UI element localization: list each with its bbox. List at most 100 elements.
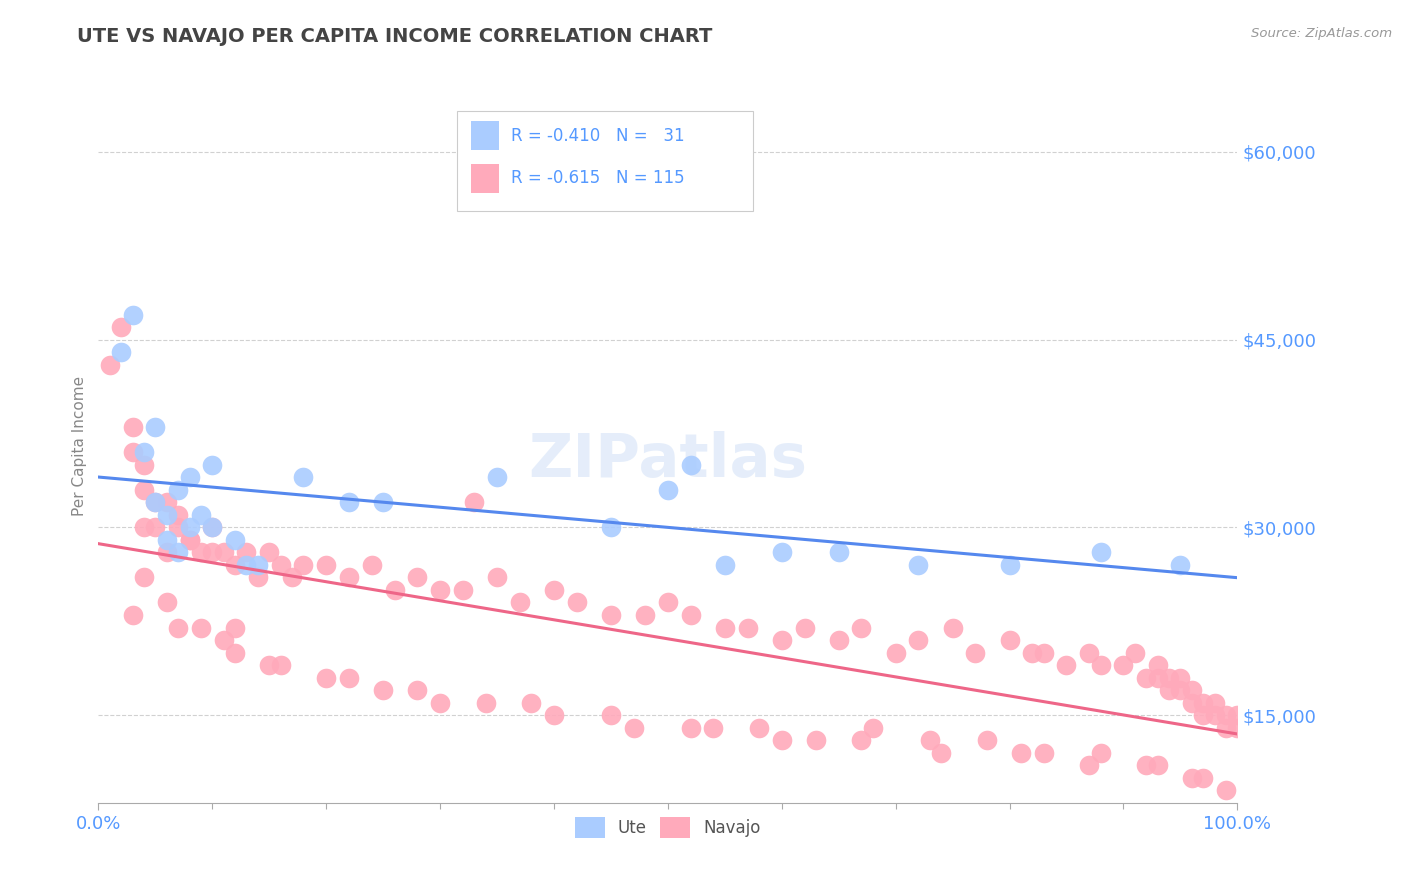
Point	[1123, 646, 1146, 660]
Point	[1192, 708, 1215, 723]
Point	[1157, 683, 1180, 698]
Point	[520, 696, 543, 710]
Point	[565, 595, 588, 609]
Point	[270, 558, 292, 572]
Point	[474, 696, 496, 710]
Point	[201, 520, 224, 534]
Point	[1215, 708, 1237, 723]
Point	[156, 595, 179, 609]
Point	[1112, 658, 1135, 673]
Point	[1157, 671, 1180, 685]
Point	[406, 570, 429, 584]
Point	[145, 495, 167, 509]
Point	[259, 545, 281, 559]
Point	[793, 621, 815, 635]
Point	[246, 558, 269, 572]
Point	[862, 721, 884, 735]
Point	[224, 621, 246, 635]
Point	[1090, 545, 1112, 559]
Point	[1032, 746, 1054, 760]
Point	[246, 570, 269, 584]
Point	[804, 733, 827, 747]
Point	[451, 582, 474, 597]
Point	[702, 721, 724, 735]
Point	[167, 508, 190, 522]
Point	[132, 520, 155, 534]
Point	[770, 545, 793, 559]
Point	[1090, 746, 1112, 760]
Point	[1146, 758, 1168, 772]
Point	[132, 570, 155, 584]
Point	[1135, 758, 1157, 772]
Text: R = -0.615   N = 115: R = -0.615 N = 115	[510, 169, 685, 187]
Point	[1010, 746, 1032, 760]
Point	[132, 445, 155, 459]
Point	[406, 683, 429, 698]
Point	[714, 558, 737, 572]
Point	[828, 545, 851, 559]
Point	[998, 633, 1021, 648]
Point	[179, 533, 201, 547]
Legend: Ute, Navajo: Ute, Navajo	[568, 811, 768, 845]
Point	[486, 470, 509, 484]
Point	[281, 570, 304, 584]
Y-axis label: Per Capita Income: Per Capita Income	[72, 376, 87, 516]
Point	[1054, 658, 1078, 673]
Point	[121, 420, 143, 434]
Point	[543, 708, 565, 723]
Point	[121, 445, 143, 459]
Point	[201, 520, 224, 534]
Point	[110, 345, 132, 359]
FancyBboxPatch shape	[457, 111, 754, 211]
Point	[1192, 696, 1215, 710]
Bar	[471, 121, 499, 150]
Point	[634, 607, 657, 622]
Point	[929, 746, 952, 760]
Point	[1204, 708, 1226, 723]
Point	[679, 721, 702, 735]
Point	[1146, 658, 1168, 673]
Point	[212, 633, 235, 648]
Point	[235, 545, 257, 559]
Point	[1226, 721, 1249, 735]
Point	[167, 483, 190, 497]
Point	[998, 558, 1021, 572]
Point	[121, 607, 143, 622]
Point	[337, 570, 360, 584]
Point	[235, 558, 257, 572]
Point	[543, 582, 565, 597]
Point	[509, 595, 531, 609]
Point	[600, 607, 623, 622]
Point	[1215, 721, 1237, 735]
Point	[463, 495, 485, 509]
Point	[679, 458, 702, 472]
Point	[1135, 671, 1157, 685]
Point	[1226, 708, 1249, 723]
Point	[156, 495, 179, 509]
Point	[337, 495, 360, 509]
Point	[1170, 671, 1192, 685]
Point	[179, 470, 201, 484]
Point	[145, 495, 167, 509]
Point	[270, 658, 292, 673]
Point	[486, 570, 509, 584]
Point	[98, 358, 121, 372]
Bar	[471, 164, 499, 193]
Point	[145, 420, 167, 434]
Point	[1204, 696, 1226, 710]
Point	[965, 646, 987, 660]
Point	[851, 621, 873, 635]
Point	[942, 621, 965, 635]
Point	[1215, 783, 1237, 797]
Point	[337, 671, 360, 685]
Point	[224, 646, 246, 660]
Point	[315, 671, 337, 685]
Point	[828, 633, 851, 648]
Point	[190, 545, 212, 559]
Point	[976, 733, 998, 747]
Point	[1192, 771, 1215, 785]
Text: R = -0.410   N =   31: R = -0.410 N = 31	[510, 127, 685, 145]
Point	[201, 545, 224, 559]
Point	[748, 721, 770, 735]
Point	[1181, 771, 1204, 785]
